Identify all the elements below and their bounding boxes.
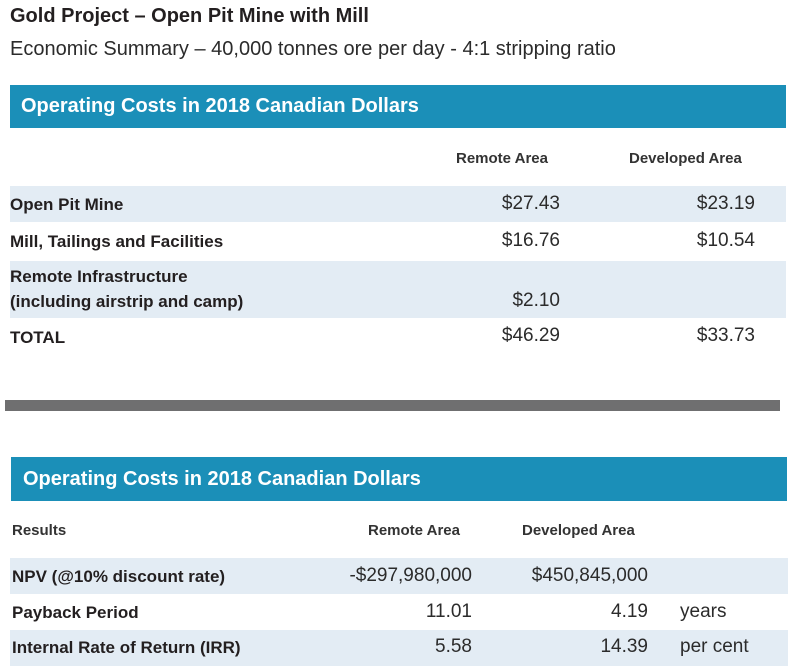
table1-row-label-line1: Remote Infrastructure bbox=[10, 267, 188, 286]
table1-total-label: TOTAL bbox=[10, 328, 66, 347]
table2-row-label: NPV (@10% discount rate) bbox=[12, 567, 226, 586]
table1-row-stripe bbox=[10, 261, 786, 318]
table2-col-remote: Remote Area bbox=[368, 522, 460, 539]
table2-col-developed: Developed Area bbox=[522, 522, 635, 539]
table2-cell-remote: 11.01 bbox=[425, 601, 472, 622]
table2-cell-developed: $450,845,000 bbox=[531, 565, 648, 586]
table1-cell-remote: $2.10 bbox=[512, 290, 560, 311]
table1-cell-remote: $27.43 bbox=[501, 193, 560, 214]
section-divider bbox=[5, 400, 780, 411]
table2-cell-developed: 4.19 bbox=[611, 601, 648, 622]
document-title: Gold Project – Open Pit Mine with Mill bbox=[10, 5, 369, 27]
table2-col-results: Results bbox=[12, 522, 67, 539]
document-subtitle: Economic Summary – 40,000 tonnes ore per… bbox=[10, 38, 616, 60]
table2-cell-developed: 14.39 bbox=[600, 636, 648, 657]
table1-row-stripe bbox=[10, 186, 786, 222]
table1-cell-remote: $16.76 bbox=[501, 230, 560, 251]
table2-cell-remote: 5.58 bbox=[435, 636, 472, 657]
table1-row-label: Mill, Tailings and Facilities bbox=[10, 232, 224, 251]
table1-col-developed: Developed Area bbox=[629, 150, 742, 167]
table2-row-label: Internal Rate of Return (IRR) bbox=[12, 638, 241, 657]
table2-row-stripe bbox=[10, 558, 788, 594]
table2-heading: Operating Costs in 2018 Canadian Dollars bbox=[23, 467, 421, 490]
table1-col-remote: Remote Area bbox=[456, 150, 548, 167]
table1-row-label: Open Pit Mine bbox=[10, 195, 124, 214]
table1-total-remote: $46.29 bbox=[501, 325, 560, 346]
table2-cell-remote: -$297,980,000 bbox=[349, 565, 472, 586]
table2-row-label: Payback Period bbox=[12, 603, 139, 622]
table2-row-stripe bbox=[10, 630, 788, 666]
table1-heading: Operating Costs in 2018 Canadian Dollars bbox=[21, 95, 419, 117]
table1-total-developed: $33.73 bbox=[696, 325, 755, 346]
table1-row-label-line2: (including airstrip and camp) bbox=[10, 292, 244, 311]
table2-cell-unit: years bbox=[680, 601, 727, 622]
table1-cell-developed: $23.19 bbox=[696, 193, 755, 214]
table2-heading-band: Operating Costs in 2018 Canadian Dollars bbox=[11, 457, 787, 501]
table2-cell-unit: per cent bbox=[680, 636, 749, 657]
table1-heading-band: Operating Costs in 2018 Canadian Dollars bbox=[10, 85, 786, 128]
table1-cell-developed: $10.54 bbox=[696, 230, 755, 251]
